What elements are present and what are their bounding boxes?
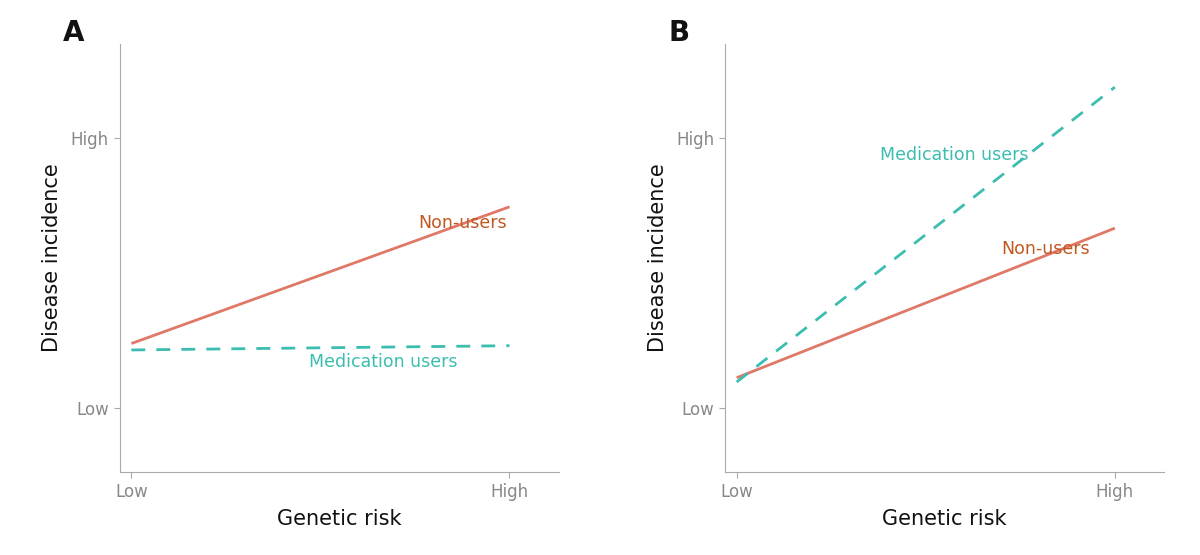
Text: Medication users: Medication users <box>881 146 1028 164</box>
X-axis label: Genetic risk: Genetic risk <box>882 509 1007 529</box>
Text: Medication users: Medication users <box>310 354 457 371</box>
Text: Non-users: Non-users <box>1001 240 1090 258</box>
Text: A: A <box>62 19 84 47</box>
Y-axis label: Disease incidence: Disease incidence <box>42 164 62 352</box>
Y-axis label: Disease incidence: Disease incidence <box>648 164 667 352</box>
Text: Non-users: Non-users <box>419 214 508 233</box>
X-axis label: Genetic risk: Genetic risk <box>277 509 402 529</box>
Text: B: B <box>668 19 690 47</box>
